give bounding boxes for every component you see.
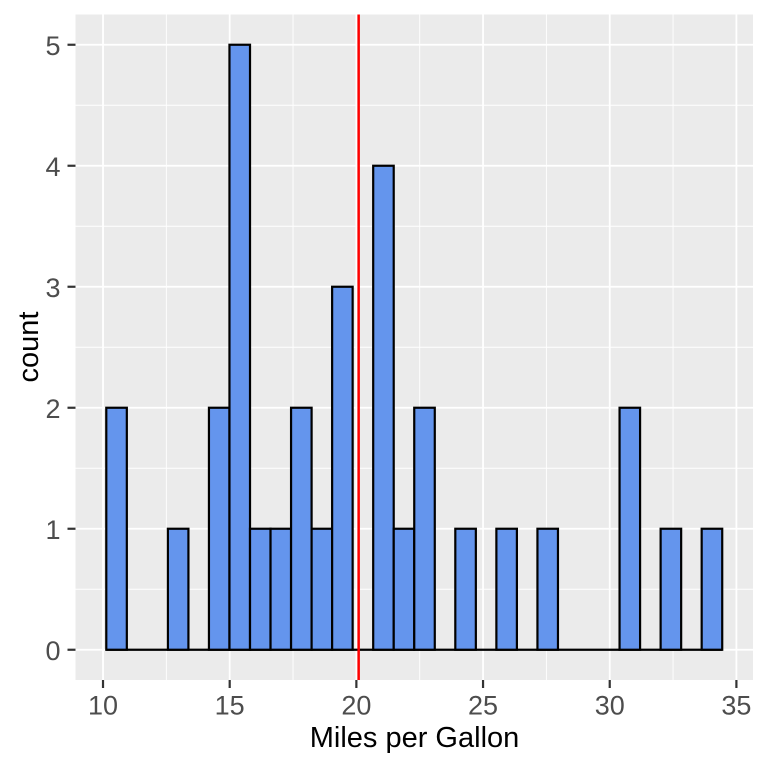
- histogram-bar: [310, 527, 334, 651]
- x-axis-tick-label: 35: [721, 691, 751, 721]
- histogram-bar: [105, 406, 128, 651]
- histogram-bar: [248, 527, 272, 651]
- y-axis-tick-label: 5: [45, 31, 60, 61]
- x-axis-title: Miles per Gallon: [310, 722, 520, 754]
- x-axis-tick-label: 10: [88, 691, 118, 721]
- chart-layers: 10 15 20 25 30 35 0 1 2 3 4 5: [45, 14, 753, 721]
- histogram-bar: [392, 527, 416, 651]
- y-axis-tick-label: 1: [45, 515, 60, 545]
- histogram-bar: [536, 527, 560, 651]
- histogram-bar: [454, 527, 477, 651]
- y-axis-tick-label: 3: [45, 273, 60, 303]
- histogram-bar: [413, 406, 436, 651]
- histogram-bar: [331, 285, 354, 651]
- x-axis-tick-label: 25: [468, 691, 498, 721]
- y-axis-title: count: [13, 312, 45, 383]
- histogram-bar: [269, 527, 293, 651]
- x-axis-tick-label: 30: [595, 691, 625, 721]
- y-axis-tick-label: 0: [45, 636, 60, 666]
- histogram-bar: [372, 164, 395, 651]
- histogram-bar: [228, 43, 252, 651]
- histogram-bar: [618, 406, 642, 651]
- histogram-bar: [700, 527, 724, 651]
- histogram-bar: [495, 527, 518, 651]
- y-axis-tick-label: 4: [45, 152, 60, 182]
- x-axis-tick-label: 15: [215, 691, 245, 721]
- histogram-bar: [166, 527, 190, 651]
- histogram-bar: [289, 406, 313, 651]
- histogram-bar: [207, 406, 231, 651]
- histogram-bar: [659, 527, 683, 651]
- x-axis-tick-label: 20: [341, 691, 371, 721]
- y-axis-tick-label: 2: [45, 394, 60, 424]
